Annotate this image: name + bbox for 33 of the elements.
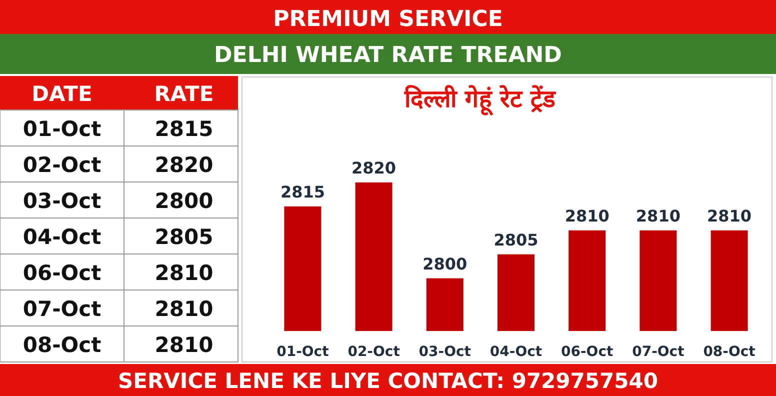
text: RATE — [154, 82, 214, 106]
x-tick-label: 02-Oct — [348, 344, 400, 360]
data-label: 2820 — [352, 158, 396, 178]
x-tick-label: 07-Oct — [632, 344, 685, 360]
text: 02-Oct — [22, 153, 102, 177]
text: 2805 — [154, 225, 214, 249]
chart-subtitle: दिल्ली गेहूं रेट ट्रेंड — [403, 85, 557, 116]
data-label: 2810 — [636, 206, 680, 226]
chart-title: DELHI WHEAT RATE TREAND — [214, 43, 562, 68]
data-label: 2800 — [422, 254, 468, 274]
data-label: 2815 — [280, 182, 325, 202]
x-tick-label: 08-Oct — [703, 344, 756, 360]
text: 2800 — [154, 189, 214, 213]
data-label: 2810 — [564, 206, 610, 226]
text: SERVICE LENE KE LIYE CONTACT: 9729757540 — [118, 369, 658, 393]
x-tick-label: 03-Oct — [418, 344, 472, 360]
text: 2820 — [154, 153, 214, 177]
x-tick-label: 04-Oct — [490, 344, 542, 360]
text: 01-Oct — [22, 117, 102, 141]
text: 03-Oct — [22, 189, 102, 213]
text: 2815 — [154, 117, 214, 141]
text: 06-Oct — [22, 261, 102, 285]
x-tick-label: 01-Oct — [276, 344, 330, 360]
x-tick-label: 06-Oct — [561, 344, 614, 360]
text: PREMIUM SERVICE — [273, 7, 503, 32]
data-label: 2805 — [494, 230, 538, 250]
data-label: 2810 — [707, 206, 752, 226]
text: 2810 — [154, 297, 214, 321]
text: 04-Oct — [22, 225, 102, 249]
text: 2810 — [154, 261, 214, 285]
text: 2810 — [154, 333, 214, 357]
text: 07-Oct — [22, 297, 102, 321]
text: DATE — [32, 82, 92, 106]
